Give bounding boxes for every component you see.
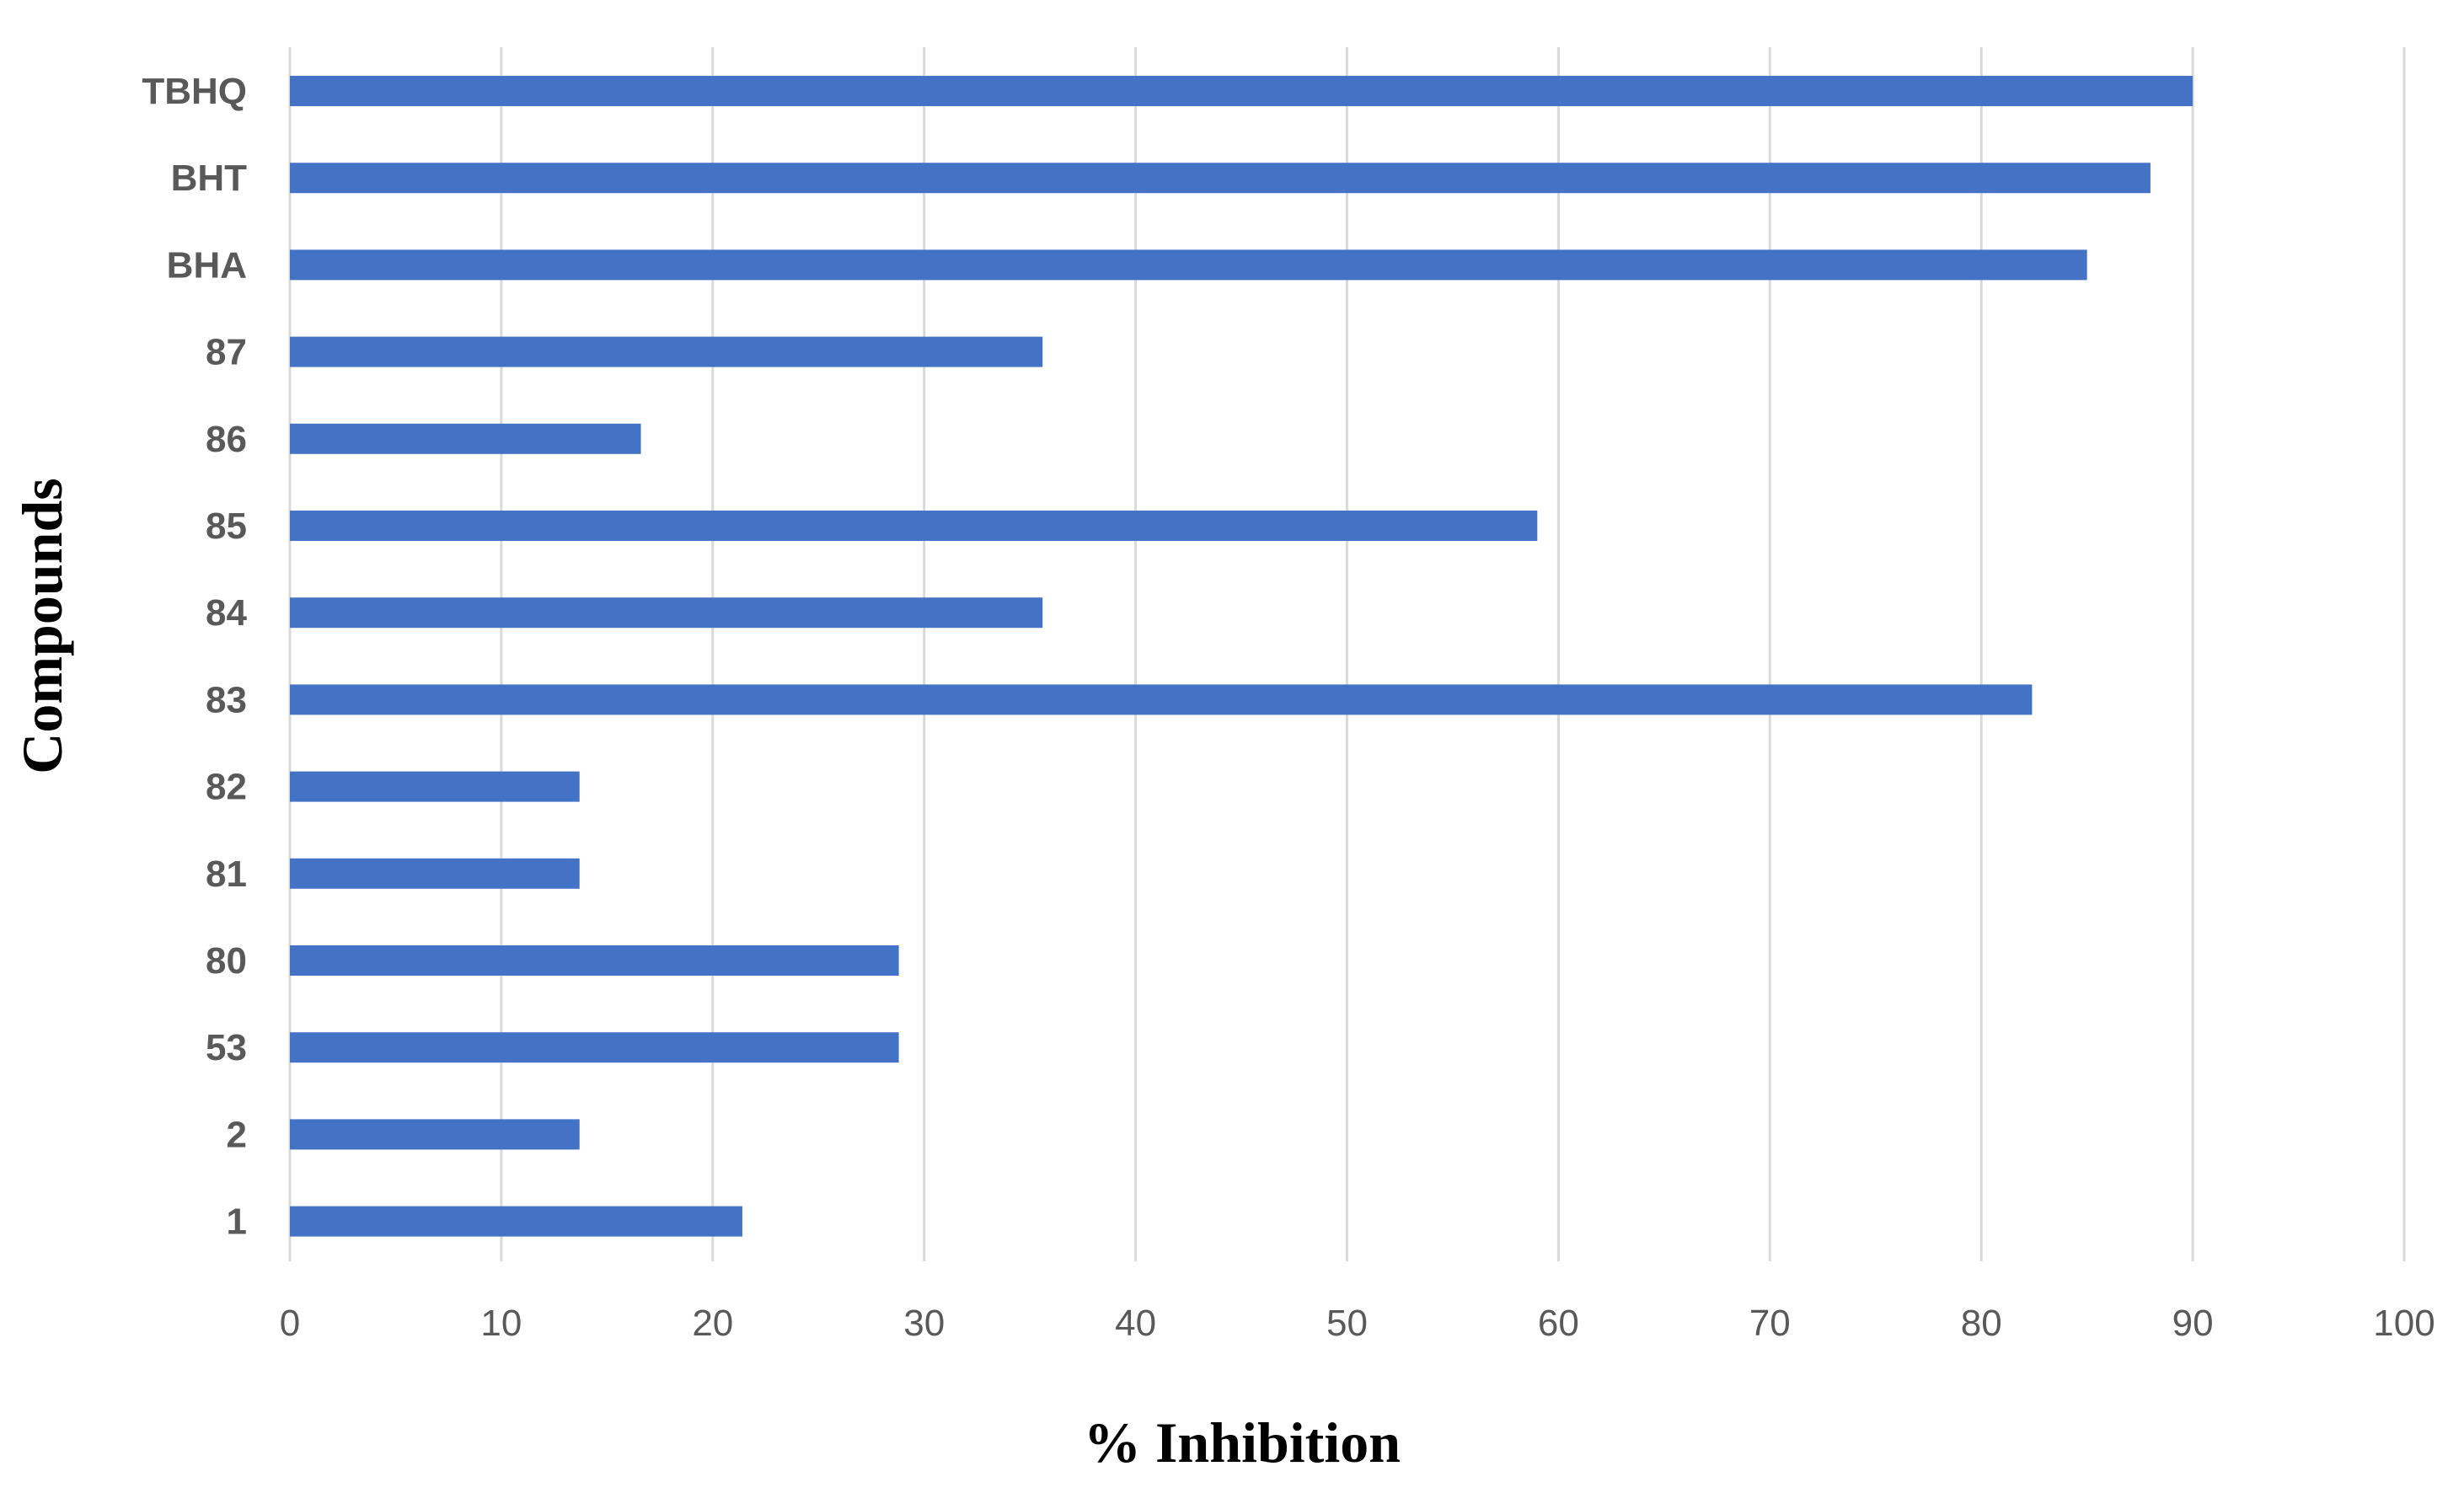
bar-2 [290, 1119, 580, 1150]
bar-BHT [290, 163, 2151, 194]
category-label-TBHQ: TBHQ [142, 71, 247, 112]
category-label-BHT: BHT [171, 158, 248, 199]
category-label-82: 82 [206, 767, 247, 808]
category-label-81: 81 [206, 854, 247, 895]
bar-BHA [290, 249, 2087, 281]
bar-86 [290, 423, 641, 454]
bar-83 [290, 684, 2033, 715]
x-tick-label: 20 [692, 1303, 733, 1344]
gridlines [288, 47, 2406, 1261]
category-label-53: 53 [206, 1027, 247, 1068]
x-tick-label: 40 [1115, 1303, 1156, 1344]
x-tick-label: 50 [1326, 1303, 1368, 1344]
bar-53 [290, 1032, 899, 1063]
x-tick-label: 90 [2172, 1303, 2214, 1344]
bar-1 [290, 1206, 742, 1237]
category-label-87: 87 [206, 332, 247, 373]
category-label-83: 83 [206, 679, 247, 720]
y-axis-title: Compounds [10, 478, 74, 774]
x-tick-label: 70 [1749, 1303, 1791, 1344]
category-label-86: 86 [206, 419, 247, 460]
bars [290, 76, 2193, 1237]
category-label-80: 80 [206, 940, 247, 982]
bar-87 [290, 336, 1043, 367]
category-label-85: 85 [206, 506, 247, 547]
category-label-2: 2 [227, 1114, 247, 1155]
x-tick-label: 100 [2373, 1303, 2435, 1344]
bar-TBHQ [290, 76, 2193, 106]
x-tick-label: 80 [1961, 1303, 2002, 1344]
bar-81 [290, 858, 580, 889]
x-tick-label: 0 [280, 1303, 300, 1344]
category-label-84: 84 [206, 592, 247, 634]
x-axis-title: % Inhibition [1084, 1410, 1401, 1474]
bar-84 [290, 597, 1043, 629]
category-label-BHA: BHA [167, 244, 247, 286]
x-tick-labels: 0 10 20 30 40 50 60 70 80 90 100 [280, 1303, 2435, 1344]
x-tick-label: 30 [903, 1303, 945, 1344]
category-labels: 1 2 53 80 81 82 83 84 85 86 87 BHA BHT TBHQ [142, 71, 247, 1243]
bar-80 [290, 945, 899, 976]
bar-85 [290, 511, 1538, 541]
bar-82 [290, 771, 580, 802]
category-label-1: 1 [227, 1201, 247, 1243]
x-tick-label: 60 [1538, 1303, 1579, 1344]
x-tick-label: 10 [480, 1303, 522, 1344]
